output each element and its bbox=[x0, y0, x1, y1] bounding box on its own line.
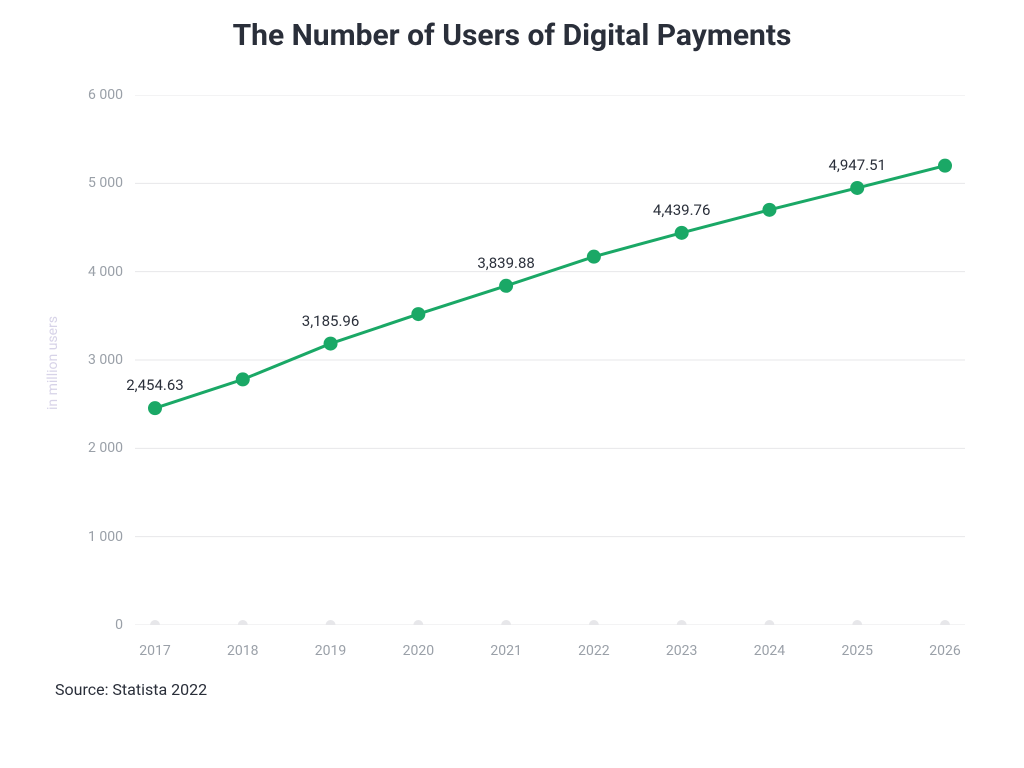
y-axis-label: in million users bbox=[45, 316, 61, 410]
x-tick-label: 2023 bbox=[666, 643, 697, 659]
x-tick-label: 2026 bbox=[929, 643, 960, 659]
x-tick-label: 2018 bbox=[227, 643, 258, 659]
y-tick-label: 0 bbox=[115, 617, 123, 633]
y-tick-label: 4 000 bbox=[88, 264, 123, 280]
source-label: Source: Statista 2022 bbox=[55, 680, 207, 699]
x-tick-label: 2024 bbox=[754, 643, 785, 659]
y-tick-label: 2 000 bbox=[88, 440, 123, 456]
x-tick-label: 2021 bbox=[490, 643, 521, 659]
x-tick-label: 2019 bbox=[315, 643, 346, 659]
x-tick-label: 2020 bbox=[403, 643, 434, 659]
data-point-label: 3,185.96 bbox=[302, 312, 360, 330]
x-tick-label: 2022 bbox=[578, 643, 609, 659]
y-tick-label: 1 000 bbox=[88, 529, 123, 545]
data-point-label: 4,947.51 bbox=[828, 156, 886, 174]
x-tick-label: 2025 bbox=[841, 643, 872, 659]
plot-area bbox=[135, 95, 965, 625]
x-tick-label: 2017 bbox=[139, 643, 170, 659]
y-tick-label: 5 000 bbox=[88, 175, 123, 191]
y-tick-label: 6 000 bbox=[88, 87, 123, 103]
data-point-label: 2,454.63 bbox=[126, 376, 184, 394]
data-point-label: 3,839.88 bbox=[477, 254, 535, 272]
chart-title: The Number of Users of Digital Payments bbox=[0, 18, 1024, 53]
chart-container: { "chart": { "type": "line", "title": "T… bbox=[0, 0, 1024, 768]
y-tick-label: 3 000 bbox=[88, 352, 123, 368]
data-point-label: 4,439.76 bbox=[653, 201, 711, 219]
